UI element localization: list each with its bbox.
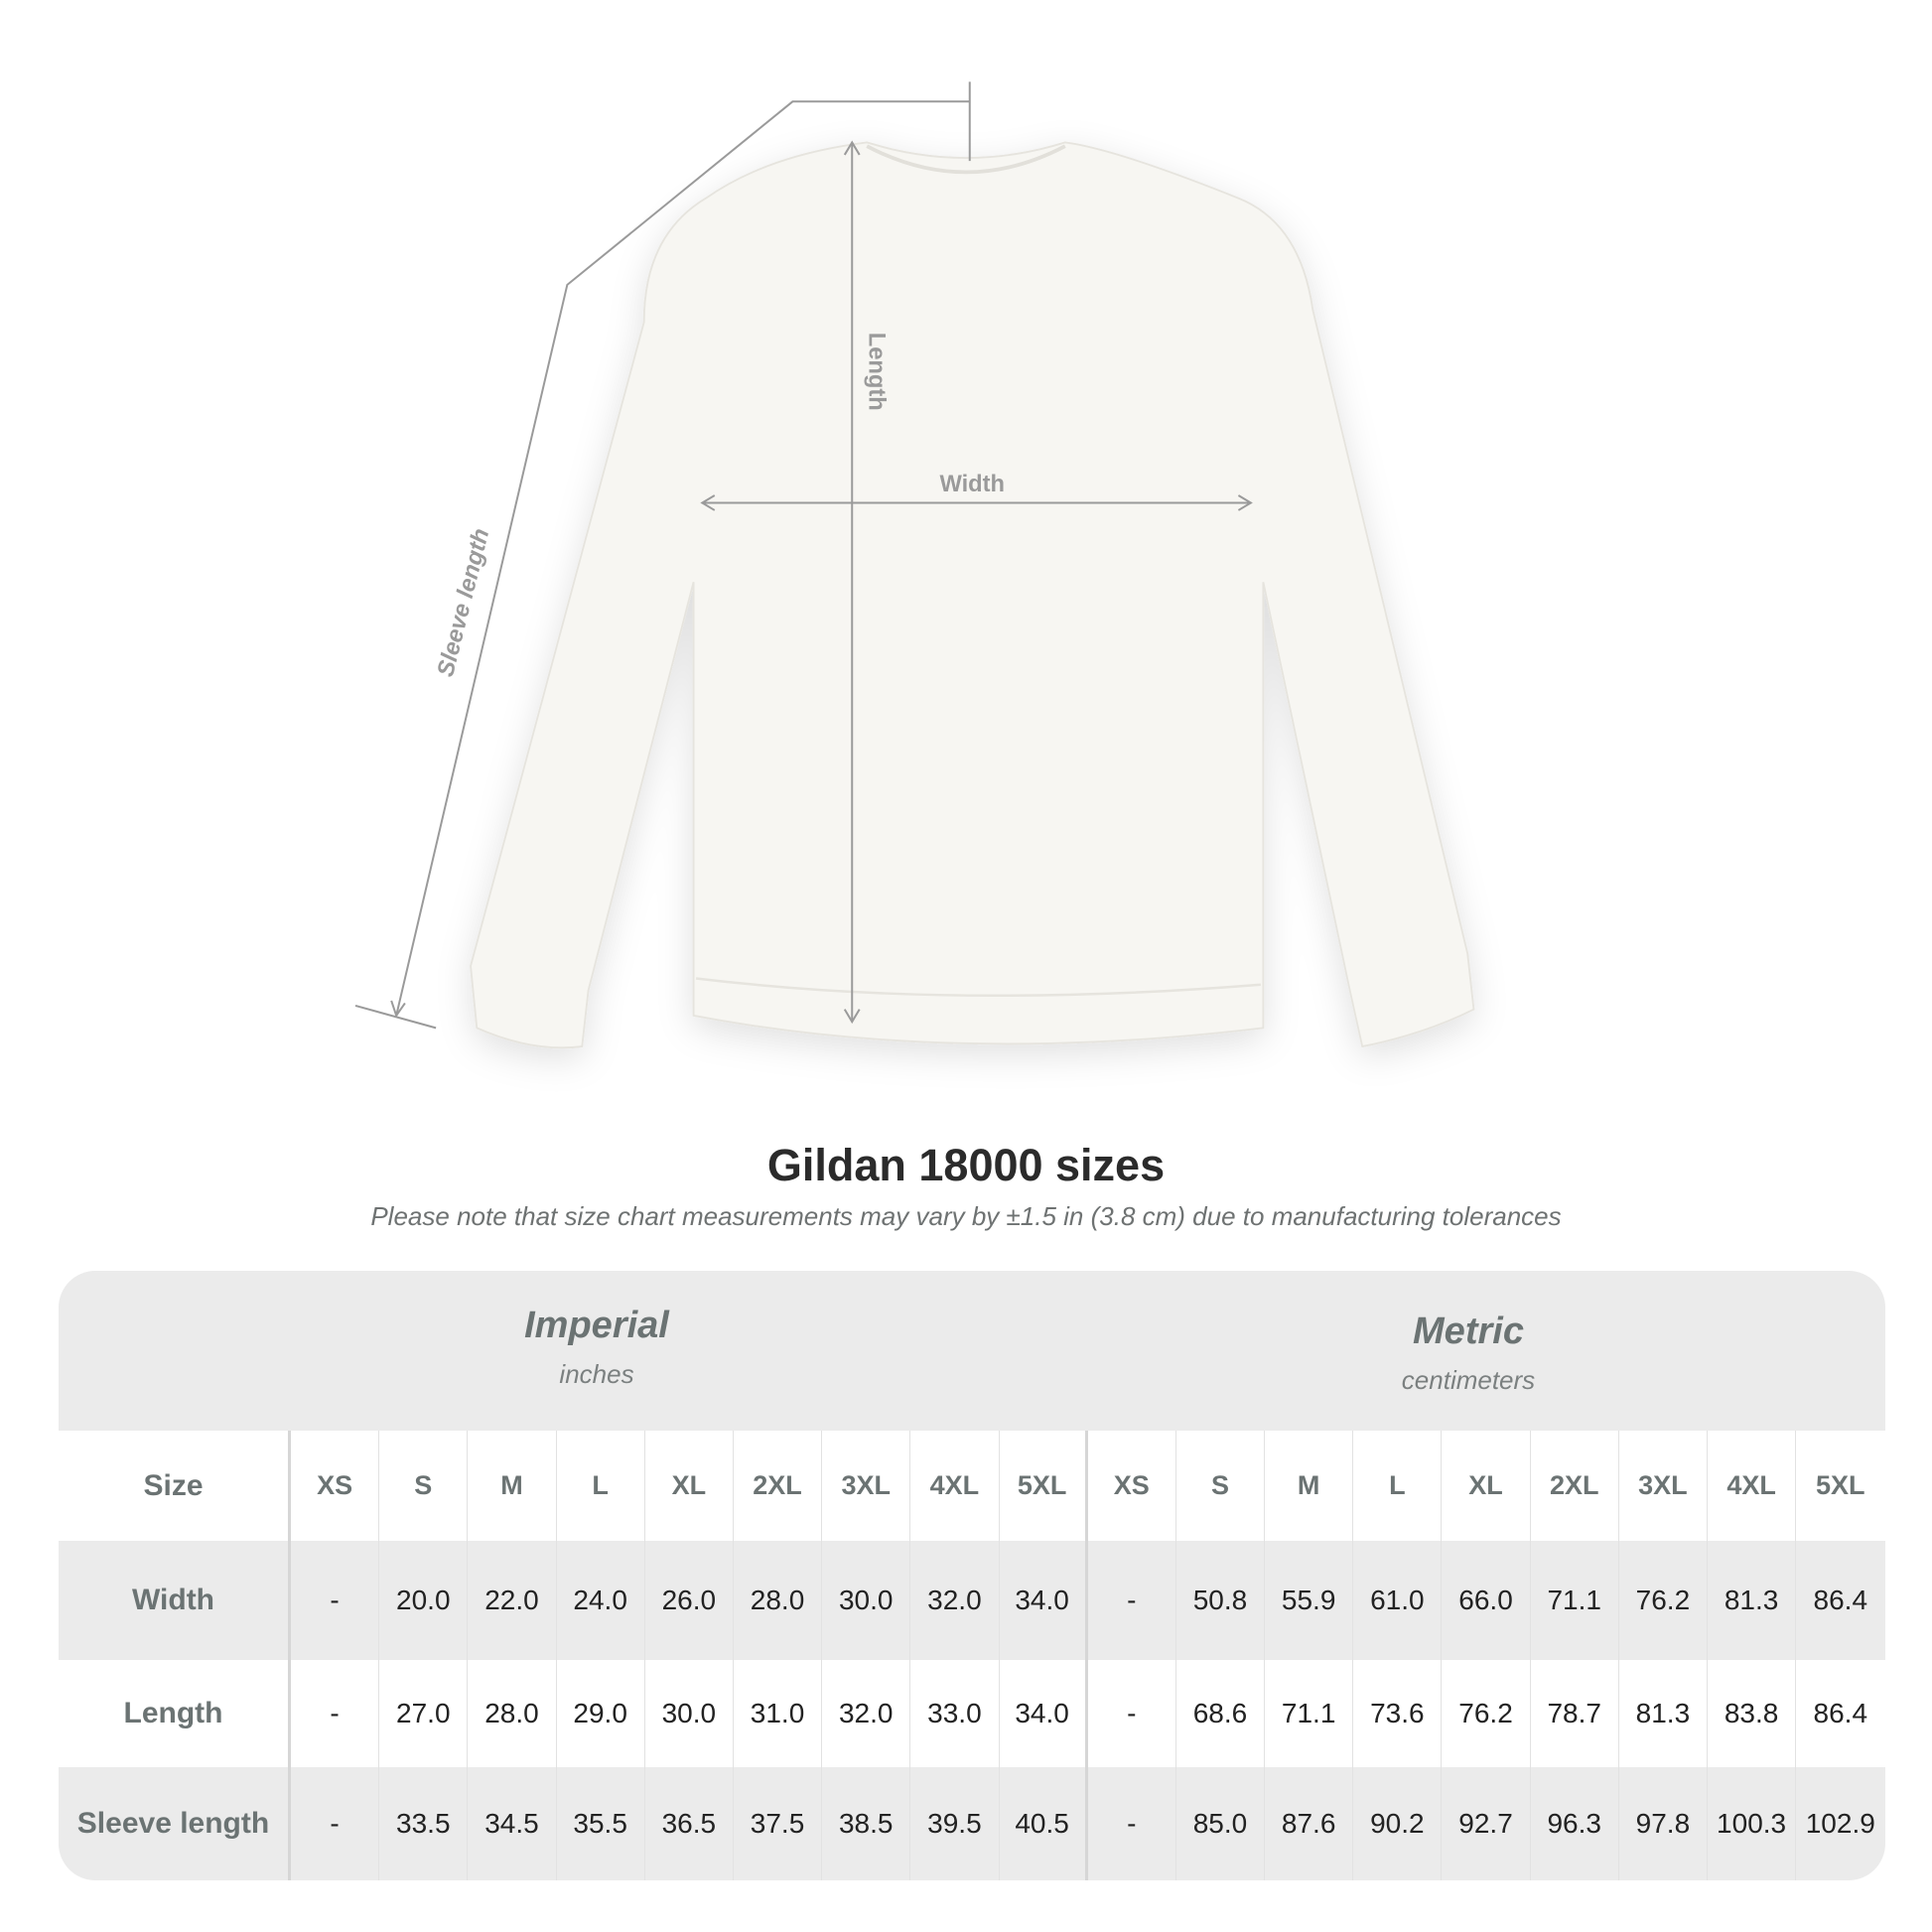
size-header-cell: 3XL xyxy=(1619,1431,1708,1541)
page-title: Gildan 18000 sizes xyxy=(766,1140,1166,1190)
table-cell: 50.8 xyxy=(1176,1541,1266,1660)
size-header-cell: 3XL xyxy=(822,1431,911,1541)
size-header-cell: S xyxy=(1176,1431,1266,1541)
table-cell: 97.8 xyxy=(1619,1767,1708,1880)
table-cell: 87.6 xyxy=(1265,1767,1354,1880)
table-cell: 100.3 xyxy=(1708,1767,1797,1880)
length-label: Length xyxy=(864,333,890,411)
metric-header: Metric centimeters xyxy=(1220,1311,1717,1396)
table-cell: - xyxy=(291,1767,380,1880)
row-label: Width xyxy=(59,1541,291,1660)
table-cell: - xyxy=(291,1541,380,1660)
table-cell: 33.0 xyxy=(910,1660,1000,1767)
table-cell: 55.9 xyxy=(1265,1541,1354,1660)
table-cell: 32.0 xyxy=(910,1541,1000,1660)
size-header-cell: L xyxy=(1353,1431,1443,1541)
table-cell: 90.2 xyxy=(1353,1767,1443,1880)
size-header-cell: L xyxy=(557,1431,645,1541)
size-header-cell: 4XL xyxy=(910,1431,1000,1541)
row-label: Size xyxy=(59,1431,291,1541)
table-cell: - xyxy=(1088,1767,1176,1880)
row-label: Sleeve length xyxy=(59,1767,291,1880)
collar xyxy=(866,144,1066,175)
table-cell: - xyxy=(291,1660,380,1767)
hem-rib xyxy=(695,977,1261,998)
table-cell: 29.0 xyxy=(557,1660,645,1767)
table-cell: 76.2 xyxy=(1442,1660,1531,1767)
table-cell: 71.1 xyxy=(1265,1660,1354,1767)
tolerance-note: Please note that size chart measurements… xyxy=(370,1201,1562,1231)
size-header-cell: S xyxy=(379,1431,469,1541)
table-cell: 36.5 xyxy=(645,1767,734,1880)
measure-lines xyxy=(354,81,1253,1030)
table-cell: 28.0 xyxy=(734,1541,823,1660)
table-cell: 86.4 xyxy=(1813,1585,1868,1615)
size-header-row: Size XS S M L XL 2XL 3XL 4XL 5XL XS S M L XL 2XL 3XL 4XL 5… xyxy=(59,1431,1885,1541)
table-cell: 32.0 xyxy=(822,1660,911,1767)
size-table: Imperial inches Metric centimeters Size X… xyxy=(59,1271,1885,1880)
imperial-title: Imperial xyxy=(524,1305,669,1346)
table-cell: 34.5 xyxy=(468,1767,557,1880)
size-header-cell: XS xyxy=(291,1431,380,1541)
table-row: Length -27.0 28.0 29.0 30.0 31.0 32.0 33.0 34.0-… xyxy=(59,1660,1885,1767)
table-cell: 68.6 xyxy=(1176,1660,1266,1767)
size-header-cell: 5XL xyxy=(1816,1470,1865,1500)
table-cell: 22.0 xyxy=(468,1541,557,1660)
table-cell: 96.3 xyxy=(1531,1767,1619,1880)
table-cell: 102.9 xyxy=(1805,1808,1875,1839)
table-cell: 20.0 xyxy=(379,1541,469,1660)
table-cell: 24.0 xyxy=(557,1541,645,1660)
size-header-cell: 5XL xyxy=(1000,1431,1088,1541)
table-cell: 34.0 xyxy=(1000,1541,1088,1660)
metric-title: Metric xyxy=(1413,1311,1524,1352)
table-cell: 30.0 xyxy=(645,1660,734,1767)
table-cell: 33.5 xyxy=(379,1767,469,1880)
table-row: Width -20.0 22.0 24.0 26.0 28.0 30.0 32.0 34.0-5… xyxy=(59,1541,1885,1660)
table-cell: 28.0 xyxy=(468,1660,557,1767)
table-cell: 37.5 xyxy=(734,1767,823,1880)
table-cell: 73.6 xyxy=(1353,1660,1443,1767)
size-header-cell: 2XL xyxy=(734,1431,823,1541)
table-cell: 86.4 xyxy=(1813,1698,1868,1728)
table-cell: 39.5 xyxy=(910,1767,1000,1880)
sweatshirt-image xyxy=(470,141,1475,1049)
size-header-cell: 4XL xyxy=(1708,1431,1797,1541)
table-cell: 30.0 xyxy=(822,1541,911,1660)
row-label: Length xyxy=(59,1660,291,1767)
width-label: Width xyxy=(939,472,1005,497)
table-cell: 81.3 xyxy=(1708,1541,1797,1660)
table-cell: 38.5 xyxy=(822,1767,911,1880)
metric-unit: centimeters xyxy=(1401,1365,1536,1395)
imperial-header: Imperial inches xyxy=(348,1305,845,1390)
table-cell: 83.8 xyxy=(1708,1660,1797,1767)
table-cell: 61.0 xyxy=(1353,1541,1443,1660)
sleeve-length-label: Sleeve length xyxy=(433,526,494,679)
table-row: Sleeve length -33.5 34.5 35.5 36.5 37.5 38.5 39… xyxy=(59,1767,1885,1880)
size-header-cell: M xyxy=(1265,1431,1354,1541)
table-cell: 78.7 xyxy=(1531,1660,1619,1767)
size-header-cell: XS xyxy=(1088,1431,1176,1541)
table-cell: 27.0 xyxy=(379,1660,469,1767)
table-cell: 31.0 xyxy=(734,1660,823,1767)
size-header-cell: XL xyxy=(1442,1431,1531,1541)
table-cell: 85.0 xyxy=(1176,1767,1266,1880)
table-cell: - xyxy=(1088,1541,1176,1660)
table-cell: 81.3 xyxy=(1619,1660,1708,1767)
table-cell: 76.2 xyxy=(1619,1541,1708,1660)
table-cell: 92.7 xyxy=(1442,1767,1531,1880)
size-header-cell: XL xyxy=(645,1431,734,1541)
table-cell: 66.0 xyxy=(1442,1541,1531,1660)
table-cell: - xyxy=(1088,1660,1176,1767)
table-cell: 71.1 xyxy=(1531,1541,1619,1660)
table-header-band: Imperial inches Metric centimeters xyxy=(59,1271,1885,1431)
table-cell: 40.5 xyxy=(1000,1767,1088,1880)
table-cell: 34.0 xyxy=(1000,1660,1088,1767)
imperial-unit: inches xyxy=(559,1359,634,1389)
size-header-cell: 2XL xyxy=(1531,1431,1619,1541)
table-cell: 26.0 xyxy=(645,1541,734,1660)
table-cell: 35.5 xyxy=(557,1767,645,1880)
size-header-cell: M xyxy=(468,1431,557,1541)
